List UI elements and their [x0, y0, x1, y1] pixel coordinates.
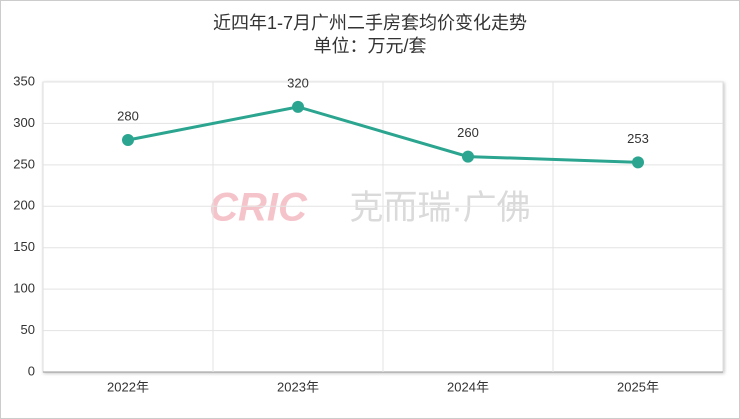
point — [462, 150, 474, 163]
watermark-logo: CRIC — [209, 186, 308, 230]
point — [632, 156, 644, 169]
y-tick-label: 150 — [13, 239, 35, 254]
x-tick-label: 2023年 — [277, 379, 319, 394]
y-tick-label: 0 — [28, 363, 35, 378]
y-tick-label: 100 — [13, 281, 35, 296]
watermark-text: 克而瑞·广佛 — [349, 189, 530, 227]
x-tick-label: 2022年 — [107, 379, 149, 394]
data-label: 260 — [457, 125, 479, 140]
data-label: 280 — [117, 108, 139, 123]
line — [127, 105, 639, 164]
y-tick-label: 200 — [13, 198, 35, 213]
chart-title: 近四年1-7月广州二手房套均价变化走势 — [213, 13, 527, 33]
x-tick-label: 2025年 — [617, 379, 659, 394]
chart-subtitle: 单位：万元/套 — [313, 36, 426, 56]
data-label: 320 — [287, 75, 309, 90]
data-label: 253 — [627, 131, 649, 146]
y-tick-label: 50 — [21, 322, 35, 337]
y-tick-label: 350 — [13, 73, 35, 88]
y-tick-label: 300 — [13, 115, 35, 130]
y-tick-label: 250 — [13, 156, 35, 171]
point — [122, 134, 134, 146]
point — [292, 100, 304, 113]
x-tick-label: 2024年 — [447, 379, 489, 394]
